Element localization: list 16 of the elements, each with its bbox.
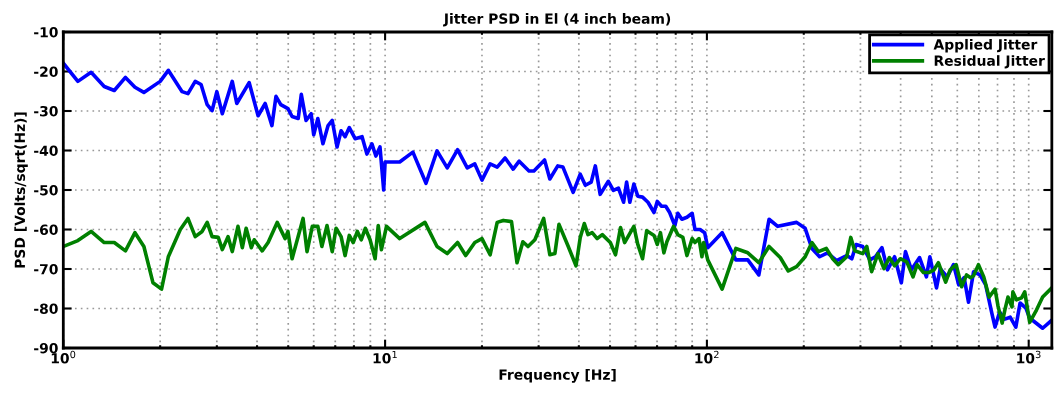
x-tick-label: 10$^{2}$: [695, 350, 719, 364]
y-axis-title: PSD [Volts/sqrt(Hz)]: [14, 112, 28, 268]
y-tick-label: -60: [34, 224, 58, 235]
chart-title: Jitter PSD in El (4 inch beam): [443, 13, 671, 27]
y-tick-label: -50: [34, 184, 58, 196]
y-tick-label: -10: [34, 26, 58, 38]
y-tick-label: -30: [34, 105, 58, 117]
x-axis-title: Frequency [Hz]: [499, 369, 616, 383]
y-tick-label: -40: [34, 145, 58, 156]
x-tick-label: 10$^{3}$: [1017, 350, 1041, 364]
y-tick-label: -20: [34, 66, 58, 77]
legend-label: Residual Jitter: [934, 55, 1045, 69]
x-tick-label: 10$^{1}$: [373, 350, 397, 364]
y-tick-label: -70: [34, 263, 58, 275]
y-tick-label: -80: [34, 303, 58, 314]
legend-label: Applied Jitter: [933, 38, 1038, 53]
